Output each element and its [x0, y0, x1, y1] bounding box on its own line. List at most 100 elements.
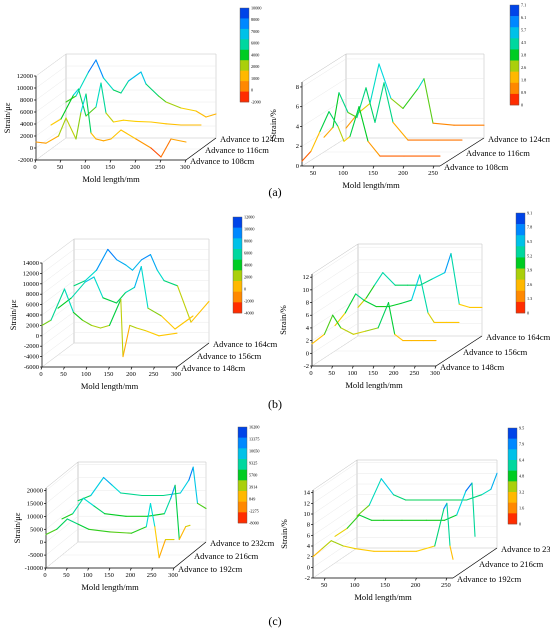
series-segment — [124, 286, 136, 294]
colorbar-tick-label: 1.8 — [521, 77, 526, 82]
z-tick-label: -10000 — [25, 565, 43, 572]
series-segment — [458, 303, 471, 308]
x-tick-label: 100 — [80, 164, 90, 171]
series-segment — [443, 502, 448, 510]
z-tick-label: 20000 — [27, 488, 43, 495]
colorbar-tick-label: 4000 — [251, 52, 259, 57]
x-tick-label: 250 — [441, 582, 451, 589]
series-segment — [377, 302, 390, 329]
z-tick-label: 4 — [307, 543, 311, 550]
series-segment — [45, 135, 60, 144]
grid-line-side — [311, 323, 359, 354]
colorbar-frame — [237, 426, 248, 524]
x-tick-label: 150 — [104, 572, 114, 579]
grid-line-side — [312, 526, 358, 557]
x-tick — [384, 577, 387, 581]
x-axis-label: Mold length/mm — [354, 592, 412, 602]
series-segment — [465, 482, 473, 492]
colorbar-segment — [240, 49, 249, 61]
x-tick — [432, 165, 435, 169]
x-tick-label: 100 — [350, 582, 360, 589]
z-tick-label: 14000 — [23, 260, 39, 267]
chart-a-right: 0 2 4 6 8 50 100 150 200 250 Mold length/mm Strain/… — [268, 2, 550, 190]
colorbar-tick-label: -8000 — [249, 520, 259, 525]
series-segment — [311, 333, 325, 345]
series-segment — [321, 540, 332, 550]
series-segment — [95, 248, 109, 271]
z-tick-label: 6 — [307, 532, 311, 539]
series-line — [334, 482, 476, 537]
colorbar-tick-label: 7000 — [251, 29, 259, 34]
series-segment — [75, 71, 90, 97]
z-tick-label: -2000 — [18, 157, 33, 164]
series-segment — [90, 476, 105, 497]
series-segment — [122, 324, 131, 358]
series-line — [77, 466, 207, 510]
colorbar-tick-label: 5700 — [249, 472, 257, 477]
series-segment — [95, 138, 105, 142]
series-segment — [145, 83, 160, 97]
series-segment — [160, 138, 172, 158]
grid-line-side — [311, 247, 359, 278]
series-segment — [431, 272, 446, 280]
series-line — [35, 93, 187, 158]
x-tick-label: 50 — [60, 371, 67, 378]
colorbar-tick-label: -2275 — [249, 508, 259, 513]
series-segment — [150, 147, 162, 158]
x-tick — [445, 577, 448, 581]
colorbar-tick-label: 849 — [249, 496, 255, 501]
series-label: Advance to 216cm — [194, 551, 259, 561]
colorbar-tick-label: 6.5 — [527, 239, 532, 244]
z-tick-label: 10 — [303, 287, 310, 294]
series-segment — [145, 502, 152, 528]
series-label: Advance to 148cm — [440, 362, 505, 372]
series-segment — [196, 502, 207, 510]
series-segment — [146, 513, 165, 517]
grid-line-side — [312, 462, 358, 493]
colorbar-tick-label: 6.4 — [519, 457, 525, 462]
x-tick-label: 200 — [126, 371, 136, 378]
grid-line-side — [41, 259, 75, 284]
grid-line-side — [35, 65, 67, 89]
colorbar-tick-label: 12000 — [244, 214, 254, 219]
x-tick — [59, 159, 62, 163]
z-tick-label: 2000 — [26, 322, 39, 329]
x-tick-label: 50 — [63, 572, 70, 579]
y-axis-label: Strain/% — [279, 519, 289, 549]
grid-line-side — [35, 53, 67, 77]
x-tick — [354, 577, 356, 581]
colorbar-segment — [240, 60, 249, 71]
z-tick-label: 4000 — [20, 121, 33, 128]
series-segment — [165, 123, 182, 126]
series-segment — [163, 497, 172, 515]
colorbar-segment — [510, 82, 519, 95]
series-segment — [135, 138, 152, 149]
z-tick-label: 12 — [303, 274, 310, 281]
colorbar-segment — [238, 427, 247, 438]
series-label: Advance to 116cm — [466, 148, 530, 158]
series-line — [334, 274, 460, 327]
x-tick-label: 150 — [104, 371, 114, 378]
x-tick-label: 50 — [57, 164, 64, 171]
colorbar-segment — [508, 481, 517, 493]
z-tick-label: 2 — [306, 338, 309, 345]
x-tick-label: 0 — [43, 572, 46, 579]
colorbar-tick-label: -4000 — [244, 310, 254, 315]
x-tick — [85, 366, 88, 370]
series-segment — [188, 466, 194, 481]
grid-line-side — [41, 332, 75, 357]
series-segment — [312, 548, 323, 558]
grid-line-side — [312, 515, 358, 547]
series-segment — [149, 502, 156, 528]
colorbar-tick-label: 8000 — [244, 238, 252, 243]
z-tick-label: 4 — [306, 325, 310, 332]
x-tick — [108, 366, 110, 370]
series-segment — [41, 319, 52, 326]
x-tick-label: 300 — [430, 370, 440, 377]
series-segment — [35, 141, 47, 144]
series-segment — [490, 472, 498, 490]
colorbar-segment — [238, 459, 247, 470]
series-label: Advance to 164cm — [486, 332, 550, 342]
side-wall — [301, 53, 347, 167]
series-segment — [81, 319, 93, 326]
